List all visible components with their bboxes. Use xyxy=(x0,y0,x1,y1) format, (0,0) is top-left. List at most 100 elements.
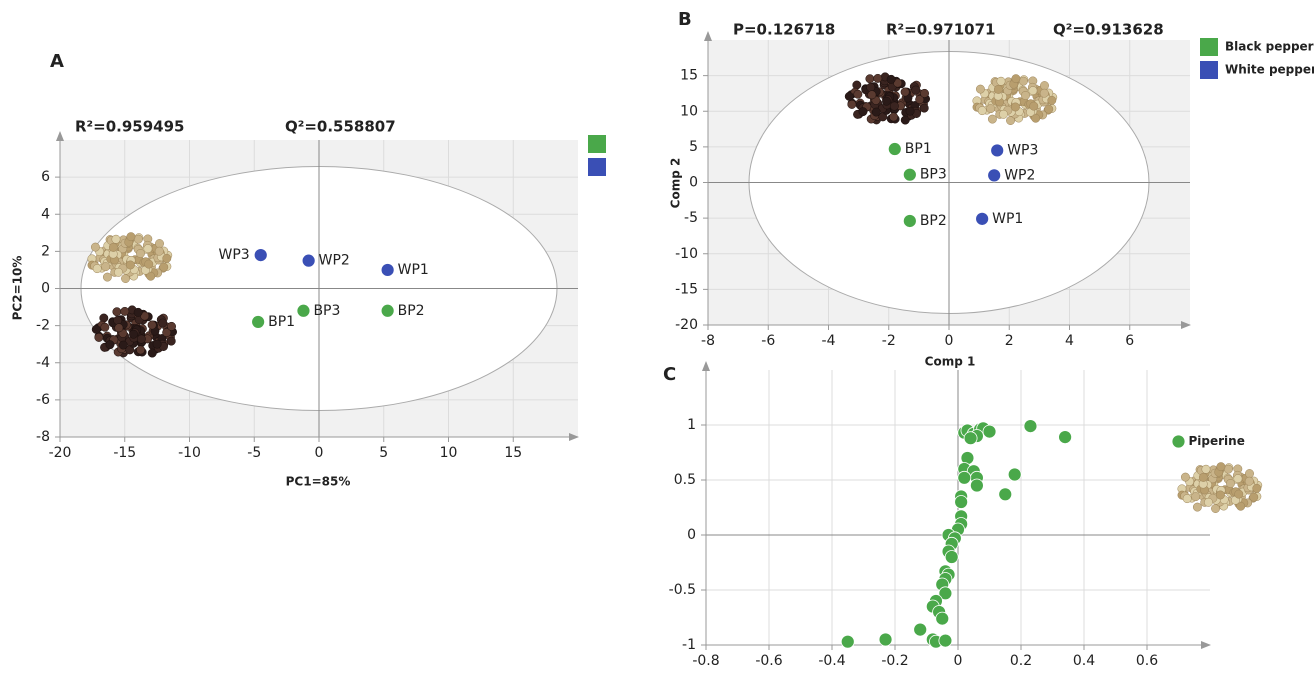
x-tick-label: 0.6 xyxy=(1136,653,1158,669)
point xyxy=(902,214,917,228)
y-tick-label: -15 xyxy=(675,281,698,297)
peppercorn xyxy=(92,264,102,274)
peppercorn xyxy=(1028,86,1038,96)
peppercorn xyxy=(1011,74,1021,84)
peppercorn xyxy=(905,106,915,116)
peppercorn xyxy=(1018,76,1028,86)
peppercorn xyxy=(136,248,145,258)
point xyxy=(944,550,959,564)
annotation: R²=0.959495 xyxy=(75,118,184,136)
point xyxy=(296,303,311,318)
point xyxy=(301,253,316,268)
y-tick-label: 0 xyxy=(689,175,698,191)
peppercorn xyxy=(1245,469,1254,479)
peppercorn xyxy=(920,88,929,98)
legend-swatch xyxy=(1200,38,1218,56)
peppercorn xyxy=(987,114,997,124)
point xyxy=(963,431,978,446)
peppercorn xyxy=(133,234,143,244)
x-tick-label: -2 xyxy=(882,333,896,349)
peppercorn xyxy=(1234,489,1244,499)
peppercorn xyxy=(94,333,104,342)
point xyxy=(902,167,917,182)
peppercorn xyxy=(90,242,100,252)
peppercorn xyxy=(158,318,168,328)
peppercorn xyxy=(105,340,115,350)
peppercorn xyxy=(102,272,112,282)
legend-swatch xyxy=(588,158,606,176)
point xyxy=(840,634,855,649)
peppercorn xyxy=(1244,476,1254,486)
x-tick-label: 5 xyxy=(379,445,388,461)
peppercorn xyxy=(100,322,110,332)
peppercorn xyxy=(886,74,896,84)
point xyxy=(1023,419,1038,434)
point xyxy=(938,633,953,648)
y-tick-label: 10 xyxy=(680,103,698,119)
peppercorn xyxy=(873,73,883,83)
peppercorn xyxy=(986,104,996,114)
peppercorn xyxy=(147,348,157,358)
y-tick-label: 1 xyxy=(687,417,696,433)
peppercorn xyxy=(118,340,128,350)
y-tick-label: -10 xyxy=(675,246,698,262)
peppercorn xyxy=(1191,492,1201,502)
point xyxy=(878,632,893,647)
point-label: WP1 xyxy=(398,262,429,278)
point-label: WP1 xyxy=(992,211,1023,227)
peppercorn xyxy=(889,101,899,111)
x-tick-label: -0.8 xyxy=(692,653,719,669)
peppercorn xyxy=(844,91,854,101)
peppercorn xyxy=(889,112,899,122)
point-label: Piperine xyxy=(1189,434,1245,448)
y-tick-label: 15 xyxy=(680,68,698,84)
point xyxy=(253,248,268,262)
peppercorn xyxy=(162,253,172,263)
annotation: Q²=0.913628 xyxy=(1053,21,1164,39)
y-tick-label: -0.5 xyxy=(669,582,696,598)
peppercorn xyxy=(1192,502,1202,512)
peppercorn xyxy=(99,313,109,323)
peppercorn xyxy=(112,307,122,317)
point xyxy=(1058,430,1072,445)
peppercorn xyxy=(1226,478,1235,488)
peppercorn xyxy=(1215,490,1225,500)
point xyxy=(1007,467,1022,482)
peppercorn xyxy=(147,320,157,330)
peppercorn xyxy=(1201,464,1211,474)
x-tick-label: 6 xyxy=(1125,333,1134,349)
peppercorn xyxy=(919,103,929,113)
point xyxy=(938,586,953,601)
peppercorn xyxy=(113,315,123,325)
y-tick-label: -20 xyxy=(675,317,698,333)
x-tick-label: 0 xyxy=(315,445,324,461)
peppercorn xyxy=(152,339,162,349)
point-label: BP1 xyxy=(905,141,932,157)
point xyxy=(998,487,1013,502)
peppercorn xyxy=(1198,472,1208,482)
peppercorn xyxy=(129,329,138,339)
y-tick-label: 0.5 xyxy=(674,472,696,488)
annotation: P=0.126718 xyxy=(733,21,835,39)
peppercorn xyxy=(1010,102,1020,112)
peppercorn xyxy=(867,90,877,100)
point xyxy=(913,622,928,637)
point xyxy=(380,263,395,277)
point-label: BP2 xyxy=(398,303,425,319)
x-tick-label: -15 xyxy=(113,445,136,461)
peppercorn xyxy=(900,87,910,97)
peppercorn xyxy=(1204,497,1213,507)
peppercorn xyxy=(154,246,164,256)
x-axis-label: PC1=85% xyxy=(286,475,351,489)
peppercorn xyxy=(852,80,862,90)
peppercorn xyxy=(996,76,1006,86)
peppercorn xyxy=(900,115,910,125)
x-tick-label: -8 xyxy=(701,333,715,349)
x-tick-label: 15 xyxy=(504,445,522,461)
peppercorn xyxy=(853,89,863,99)
peppercorn xyxy=(1233,474,1243,484)
point-label: WP3 xyxy=(219,247,250,263)
x-tick-label: 0.4 xyxy=(1073,653,1095,669)
peppercorn xyxy=(871,107,881,117)
